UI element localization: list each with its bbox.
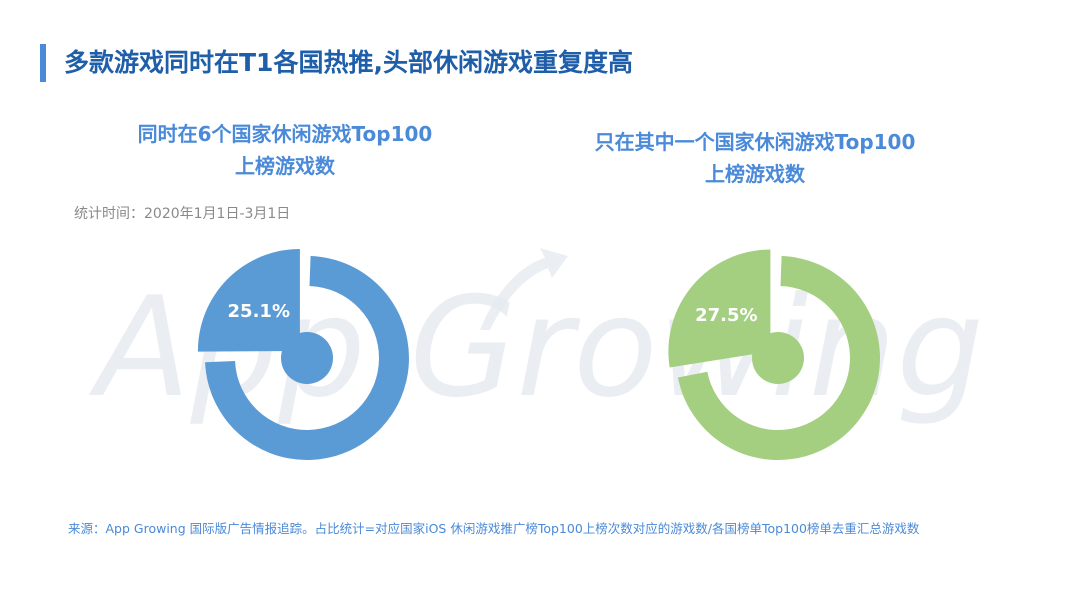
donut-center-dot [281,332,333,384]
title-accent-bar [40,44,46,82]
donut-slice-rest [677,256,881,461]
chart-title-left-line1: 同时在6个国家休闲游戏Top100 [137,122,433,146]
donut-slice-highlight [197,248,300,352]
chart-title-left: 同时在6个国家休闲游戏Top100 上榜游戏数 [100,118,470,182]
page-title: 多款游戏同时在T1各国热推,头部休闲游戏重复度高 [64,48,633,77]
chart-title-right-line2: 上榜游戏数 [705,162,805,186]
data-label: 27.5% [695,305,757,326]
source-note: 来源：App Growing 国际版广告情报追踪。占比统计=对应国家iOS 休闲… [68,521,920,536]
donut-slice-highlight [668,249,771,368]
data-label: 25.1% [228,301,290,322]
donut-chart-left: 25.1% [197,248,410,460]
chart-title-right: 只在其中一个国家休闲游戏Top100 上榜游戏数 [570,126,940,190]
statistics-period: 统计时间：2020年1月1日-3月1日 [74,206,291,222]
donut-center-dot [752,332,804,384]
donut-chart-right: 27.5% [668,249,881,461]
chart-title-right-line1: 只在其中一个国家休闲游戏Top100 [594,130,916,154]
donut-slice-rest [205,256,410,460]
chart-title-left-line2: 上榜游戏数 [235,154,335,178]
